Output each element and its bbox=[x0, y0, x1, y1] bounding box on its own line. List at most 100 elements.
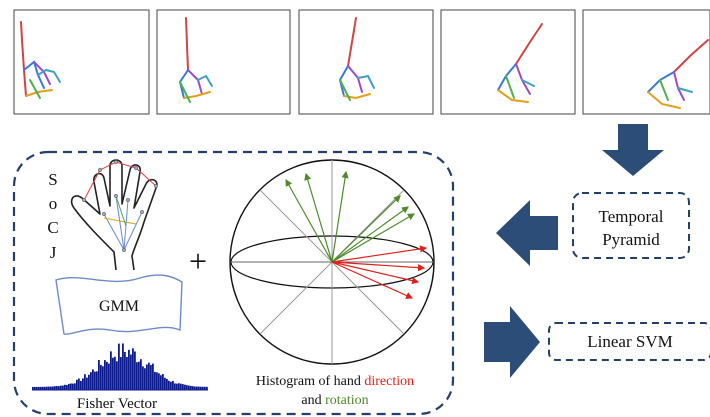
skeleton-frame-1 bbox=[13, 9, 150, 115]
right-arrow-icon bbox=[484, 306, 540, 378]
fisher-bar bbox=[190, 385, 192, 390]
fisher-bar bbox=[116, 361, 118, 390]
fisher-bar bbox=[42, 386, 44, 390]
fisher-bar bbox=[110, 351, 112, 390]
fisher-bar bbox=[34, 386, 36, 390]
fisher-bar bbox=[156, 372, 158, 390]
fisher-bar bbox=[174, 383, 176, 390]
feature-container bbox=[12, 150, 455, 416]
fisher-bar bbox=[160, 375, 162, 390]
fisher-bar bbox=[102, 366, 104, 390]
fisher-bar bbox=[52, 386, 54, 390]
caption-direction: direction bbox=[364, 374, 414, 389]
fisher-bar bbox=[100, 364, 102, 390]
fisher-bar bbox=[152, 363, 154, 390]
caption-rotation: rotation bbox=[325, 393, 369, 408]
fisher-bar bbox=[150, 365, 152, 390]
fisher-bar bbox=[82, 378, 84, 390]
fisher-bar bbox=[48, 386, 50, 390]
fisher-bar bbox=[98, 359, 100, 390]
fisher-bar bbox=[182, 384, 184, 390]
gmm-label: GMM bbox=[99, 298, 139, 315]
fisher-bar bbox=[74, 383, 76, 390]
fisher-bar bbox=[78, 378, 80, 390]
left-arrow-icon bbox=[496, 200, 558, 266]
letter-j: J bbox=[50, 243, 57, 262]
fisher-bar bbox=[170, 381, 172, 390]
fisher-bar bbox=[36, 386, 38, 390]
fisher-bar bbox=[144, 368, 146, 390]
hand-outline-icon bbox=[70, 159, 158, 271]
fisher-bar bbox=[136, 362, 138, 390]
fisher-bar bbox=[92, 369, 94, 390]
fisher-bar bbox=[80, 380, 82, 390]
fisher-bar bbox=[54, 386, 56, 390]
letter-s: S bbox=[48, 170, 57, 189]
fisher-bar bbox=[88, 374, 90, 390]
fisher-bar bbox=[166, 378, 168, 390]
fisher-bar bbox=[192, 386, 194, 390]
fisher-vector-label: Fisher Vector bbox=[77, 396, 157, 412]
plus-sign: + bbox=[189, 243, 207, 279]
fisher-bar bbox=[108, 363, 110, 390]
fisher-bar bbox=[114, 356, 116, 390]
fisher-bar bbox=[72, 383, 74, 390]
fisher-bar bbox=[186, 385, 188, 390]
socj-letters: S o C J bbox=[47, 170, 58, 262]
caption-prefix: Histogram of hand bbox=[256, 374, 364, 389]
fisher-bar bbox=[162, 374, 164, 390]
temporal-pyramid-box: Temporal Pyramid bbox=[572, 192, 690, 259]
fisher-bar bbox=[188, 385, 190, 390]
fisher-bar bbox=[122, 343, 124, 390]
fisher-bar bbox=[184, 384, 186, 390]
skeleton-frame-3 bbox=[298, 9, 434, 115]
fisher-bar bbox=[180, 383, 182, 390]
fisher-bar bbox=[142, 366, 144, 390]
skeleton-frame-4 bbox=[440, 9, 576, 115]
fisher-bar bbox=[68, 383, 70, 390]
temporal-pyramid-line1: Temporal bbox=[599, 207, 664, 226]
fisher-bar bbox=[112, 357, 114, 390]
fisher-bar bbox=[204, 386, 206, 390]
fisher-bar bbox=[158, 373, 160, 390]
fisher-bar bbox=[120, 357, 122, 390]
fisher-bar bbox=[196, 386, 198, 390]
fisher-bar bbox=[90, 372, 92, 390]
fisher-bar bbox=[40, 386, 42, 390]
frame-sequence bbox=[13, 9, 710, 115]
fisher-bar bbox=[200, 386, 202, 390]
fisher-bar bbox=[164, 377, 166, 390]
fisher-bar bbox=[50, 386, 52, 390]
fisher-bar bbox=[38, 386, 40, 390]
fisher-bar bbox=[58, 386, 60, 390]
fisher-bar bbox=[154, 371, 156, 390]
fisher-bar bbox=[148, 362, 150, 390]
fisher-bar bbox=[146, 364, 148, 390]
fisher-bar bbox=[66, 385, 68, 390]
fisher-bar bbox=[106, 361, 108, 390]
caption-and: and bbox=[301, 393, 325, 408]
fisher-bar bbox=[86, 377, 88, 390]
fisher-bar bbox=[138, 361, 140, 390]
fisher-bar bbox=[198, 386, 200, 390]
fisher-bar bbox=[118, 343, 120, 390]
fisher-bar bbox=[194, 386, 196, 390]
fisher-bar bbox=[124, 351, 126, 390]
fisher-bar bbox=[60, 385, 62, 390]
fisher-bar bbox=[176, 383, 178, 390]
fisher-bar bbox=[104, 360, 106, 390]
fisher-bar bbox=[172, 380, 174, 390]
fisher-bar bbox=[206, 386, 208, 390]
direction-rotation-sphere: Histogram of hand direction and rotation bbox=[229, 159, 435, 408]
gmm-banner: GMM bbox=[55, 274, 183, 335]
letter-o: o bbox=[49, 194, 58, 213]
fisher-bar bbox=[132, 348, 134, 390]
fisher-bar bbox=[84, 374, 86, 390]
fisher-bar bbox=[56, 386, 58, 390]
fisher-bar bbox=[70, 383, 72, 390]
fisher-bar bbox=[178, 383, 180, 390]
fisher-bar bbox=[126, 356, 128, 390]
fisher-bar bbox=[62, 385, 64, 390]
histogram-caption-line2: and rotation bbox=[301, 393, 368, 408]
